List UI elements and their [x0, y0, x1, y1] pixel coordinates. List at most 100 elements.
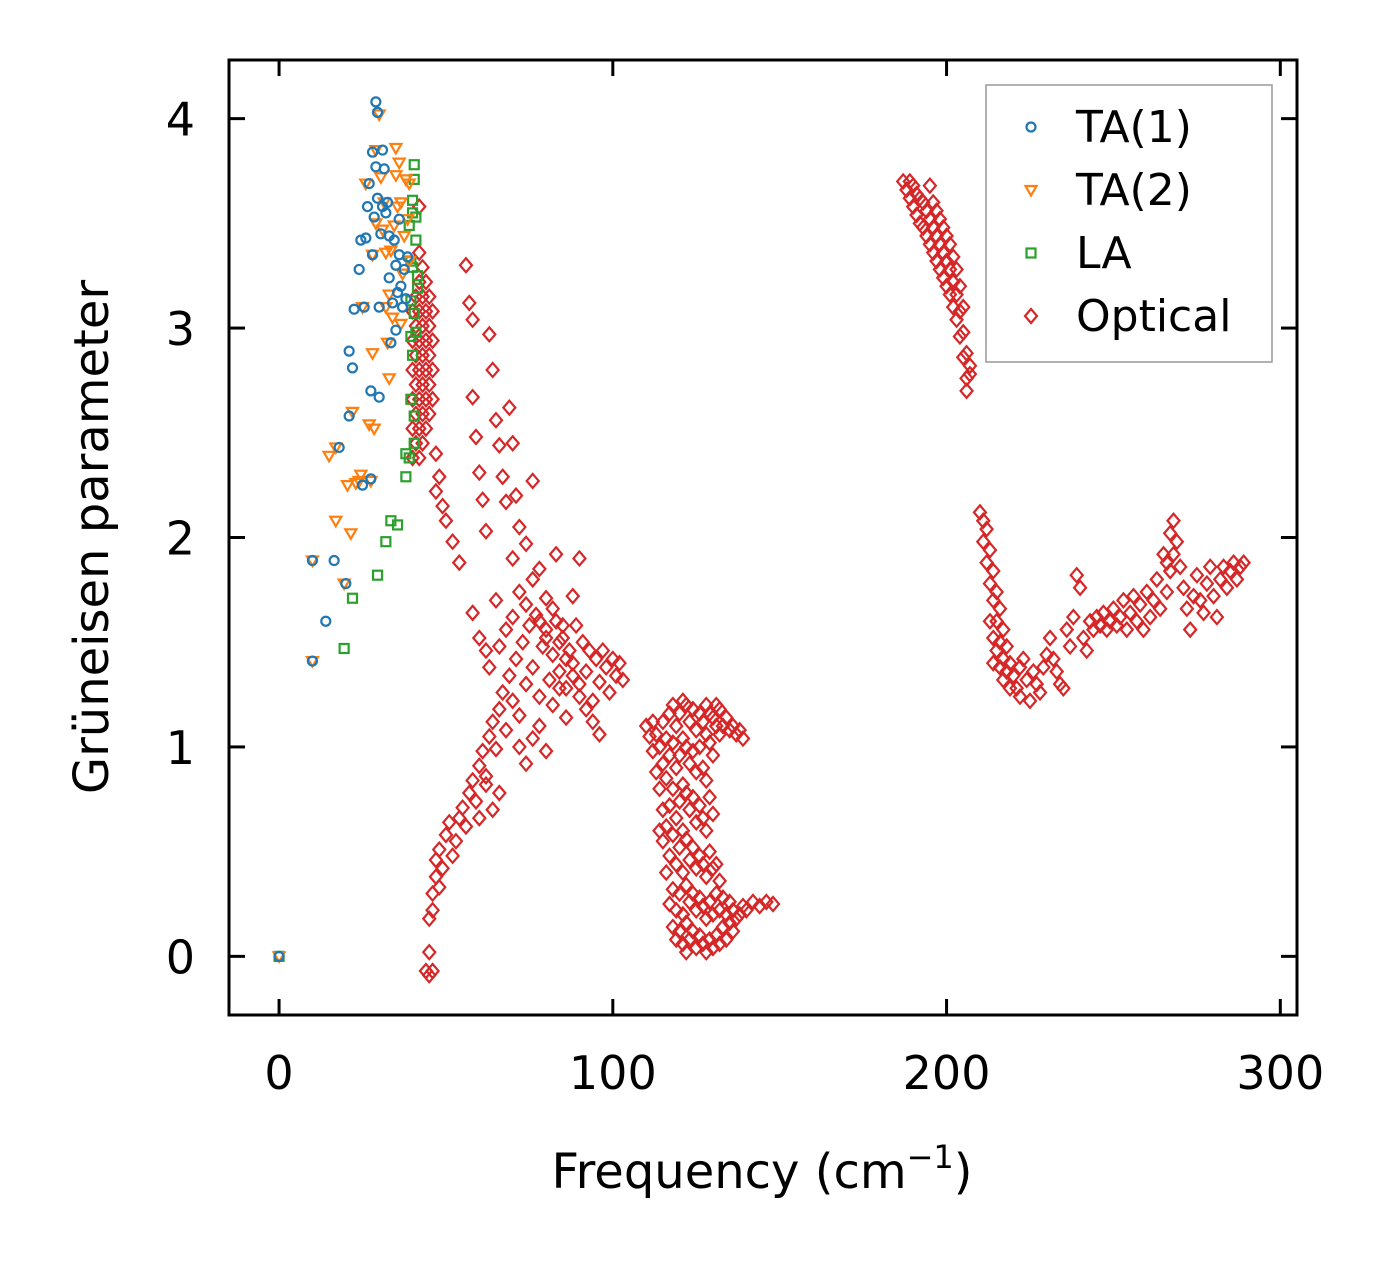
data-point: [602, 683, 617, 702]
data-point: [373, 301, 385, 313]
data-point: [425, 331, 441, 350]
x-tick-label: 100: [569, 1046, 657, 1100]
data-point: [401, 251, 414, 263]
data-point: [1119, 620, 1135, 639]
data-point: [952, 327, 968, 346]
data-point: [421, 375, 437, 394]
data-point: [381, 196, 394, 209]
data-point: [1166, 512, 1181, 530]
x-axis-label-main: Frequency (cm: [551, 1144, 906, 1200]
data-point: [371, 569, 384, 581]
data-point: [411, 270, 424, 282]
data-point: [385, 312, 400, 326]
data-point: [371, 106, 384, 118]
data-point: [1102, 612, 1118, 630]
data-point: [393, 213, 405, 225]
data-point: [398, 263, 410, 276]
data-point: [925, 218, 941, 237]
data-point: [401, 178, 417, 192]
data-point: [498, 620, 514, 639]
data-point: [458, 256, 474, 274]
data-point: [528, 606, 544, 624]
data-point: [1089, 608, 1105, 626]
data-point: [1152, 600, 1168, 618]
data-point: [538, 742, 554, 760]
data-point: [672, 792, 688, 811]
data-point: [370, 96, 382, 108]
axis-ticks-layer: 0 100 200 300 0 1 2 3 4: [166, 60, 1324, 1100]
data-point: [1126, 587, 1141, 605]
data-point: [692, 847, 708, 865]
legend-marker: [1023, 184, 1039, 198]
data-point: [366, 249, 379, 261]
data-point: [531, 612, 547, 630]
x-tick-label: 300: [1236, 1046, 1324, 1100]
data-point: [408, 410, 420, 422]
data-point: [565, 587, 581, 605]
data-point: [715, 918, 731, 936]
data-point: [390, 259, 402, 271]
data-point: [421, 287, 437, 306]
data-point: [1005, 667, 1021, 685]
data-point: [321, 450, 337, 464]
data-point: [685, 700, 701, 718]
data-point: [1082, 612, 1098, 630]
legend-label: TA(2): [1075, 165, 1192, 216]
data-point: [955, 323, 971, 341]
data-point: [705, 859, 721, 878]
data-point: [306, 655, 319, 667]
data-point: [408, 159, 420, 171]
data-point: [353, 469, 369, 483]
data-point: [648, 763, 664, 781]
y-tick-label: 4: [166, 93, 195, 147]
data-point: [932, 260, 948, 279]
data-point: [425, 901, 441, 919]
data-point: [1085, 620, 1101, 639]
data-point: [722, 893, 738, 911]
data-point: [1025, 662, 1041, 681]
data-point: [685, 788, 701, 806]
data-point: [655, 754, 671, 773]
data-point: [985, 654, 1001, 672]
data-point: [1202, 558, 1218, 576]
data-point: [406, 349, 419, 361]
data-point: [525, 472, 541, 490]
legend: TA(1) TA(2) LA Optical: [985, 84, 1273, 363]
data-point: [668, 759, 684, 777]
data-point: [545, 696, 561, 714]
data-point: [945, 273, 961, 291]
data-point: [652, 780, 667, 798]
data-point: [682, 851, 698, 869]
data-point: [698, 725, 714, 744]
data-points-layer: [271, 96, 1252, 984]
data-point: [1105, 600, 1121, 618]
data-point: [353, 263, 365, 276]
data-point: [320, 615, 332, 627]
data-point: [989, 583, 1005, 601]
data-point: [538, 629, 554, 647]
data-point: [979, 520, 995, 538]
data-point: [675, 863, 691, 882]
data-point: [388, 142, 404, 156]
data-point: [695, 855, 711, 873]
data-point: [518, 535, 534, 553]
data-point: [551, 662, 567, 681]
data-point: [708, 926, 724, 945]
data-point: [712, 901, 728, 919]
data-point: [565, 667, 581, 685]
data-point: [340, 577, 352, 590]
data-point: [346, 592, 359, 604]
data-point: [692, 738, 708, 756]
data-point: [675, 775, 691, 794]
data-point: [393, 318, 409, 332]
data-point: [1116, 591, 1131, 610]
data-point: [718, 930, 734, 949]
data-point: [655, 832, 671, 850]
data-point: [1049, 662, 1065, 681]
data-point: [989, 612, 1005, 630]
data-point: [712, 700, 728, 718]
data-point: [1159, 553, 1175, 572]
data-point: [972, 503, 988, 522]
data-point: [675, 729, 691, 748]
